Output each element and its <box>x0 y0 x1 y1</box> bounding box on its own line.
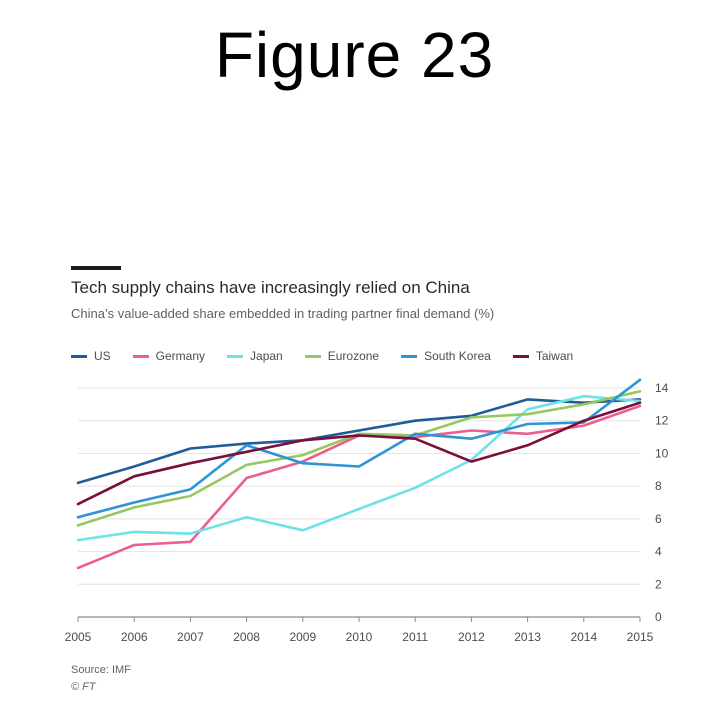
legend-label-germany: Germany <box>155 349 206 363</box>
series-lines <box>76 378 642 570</box>
y-tick-label-10: 10 <box>655 446 669 460</box>
chart-subtitle: China’s value-added share embedded in tr… <box>71 306 495 321</box>
y-tick-label-8: 8 <box>655 479 662 493</box>
y-tick-label-4: 4 <box>655 545 662 559</box>
legend-swatch-germany <box>132 354 149 358</box>
x-tick-label-2014: 2014 <box>570 630 597 644</box>
x-axis-ticks: 2005 2006 2007 2008 2009 2010 2011 2012 2013 2014… <box>65 617 654 644</box>
legend-label-us: US <box>94 349 111 363</box>
legend: US Germany Japan Eurozone South Korea Ta… <box>71 349 595 363</box>
slide-title: Figure 23 <box>214 19 495 91</box>
legend-item-germany: Germany <box>132 349 206 363</box>
legend-swatch-taiwan <box>512 354 529 358</box>
legend-item-taiwan: Taiwan <box>512 349 574 363</box>
legend-label-south-korea: South Korea <box>424 349 491 363</box>
x-tick-label-2010: 2010 <box>346 630 373 644</box>
series-line-us <box>76 398 642 485</box>
series-line-taiwan <box>76 401 642 506</box>
legend-label-taiwan: Taiwan <box>535 349 574 363</box>
legend-label-eurozone: Eurozone <box>327 349 380 363</box>
chart-credit: © FT <box>71 681 96 693</box>
y-tick-label-14: 14 <box>655 381 669 395</box>
chart-source: Source: IMF <box>71 664 131 676</box>
legend-swatch-eurozone <box>304 354 321 358</box>
y-tick-label-12: 12 <box>655 414 669 428</box>
x-tick-label-2005: 2005 <box>65 630 92 644</box>
series-line-japan <box>76 394 642 542</box>
legend-label-japan: Japan <box>250 349 283 363</box>
legend-swatch-south-korea <box>401 354 418 358</box>
legend-swatch-japan <box>227 354 244 358</box>
legend-item-eurozone: Eurozone <box>304 349 380 363</box>
legend-item-japan: Japan <box>227 349 283 363</box>
x-tick-label-2009: 2009 <box>289 630 316 644</box>
x-tick-label-2013: 2013 <box>514 630 541 644</box>
x-tick-label-2011: 2011 <box>402 630 428 644</box>
x-tick-label-2006: 2006 <box>121 630 148 644</box>
x-tick-label-2012: 2012 <box>458 630 485 644</box>
legend-item-south-korea: South Korea <box>401 349 491 363</box>
legend-swatch-us <box>71 354 87 358</box>
legend-item-us: US <box>71 349 111 363</box>
y-tick-label-6: 6 <box>655 512 662 526</box>
chart-title: Tech supply chains have increasingly rel… <box>71 278 470 297</box>
x-tick-label-2008: 2008 <box>233 630 260 644</box>
series-line-south-korea <box>76 378 642 519</box>
x-tick-label-2015: 2015 <box>627 630 654 644</box>
series-line-eurozone <box>76 389 642 527</box>
y-axis-ticks: 0 2 4 6 8 10 12 14 <box>655 381 669 624</box>
y-tick-label-0: 0 <box>655 610 662 624</box>
y-tick-label-2: 2 <box>655 577 662 591</box>
x-tick-label-2007: 2007 <box>177 630 204 644</box>
title-accent-bar <box>71 266 121 270</box>
gridlines <box>78 387 640 618</box>
